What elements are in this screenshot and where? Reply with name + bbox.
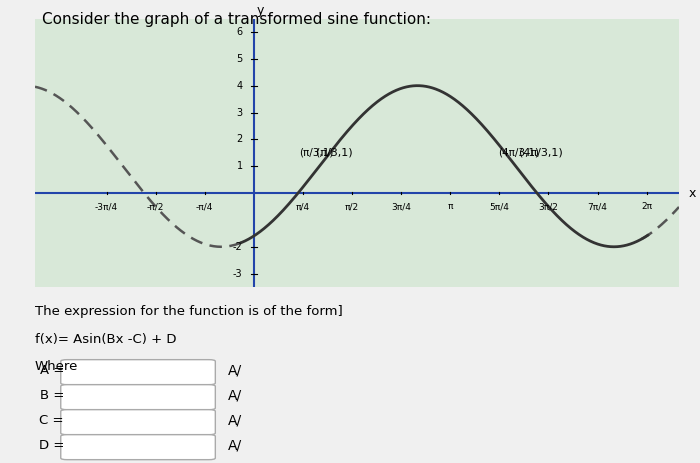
Text: 2π: 2π bbox=[641, 202, 652, 212]
Text: f(x)= Asin(Bx -C) + D: f(x)= Asin(Bx -C) + D bbox=[35, 333, 176, 346]
Text: The expression for the function is of the form]: The expression for the function is of th… bbox=[35, 305, 343, 318]
Text: Consider the graph of a transformed sine function:: Consider the graph of a transformed sine… bbox=[42, 12, 431, 26]
Text: A/: A/ bbox=[228, 388, 242, 402]
Text: -π/2: -π/2 bbox=[147, 202, 164, 212]
Text: A =: A = bbox=[40, 364, 64, 377]
Text: (4π/3,1): (4π/3,1) bbox=[519, 148, 563, 157]
Text: 3: 3 bbox=[237, 107, 243, 118]
Text: x: x bbox=[688, 187, 696, 200]
Text: (π/3,1): (π/3,1) bbox=[299, 148, 333, 157]
Text: (π/3,1): (π/3,1) bbox=[316, 148, 353, 157]
Text: B =: B = bbox=[40, 389, 64, 402]
Text: π: π bbox=[447, 202, 453, 212]
Text: Where: Where bbox=[35, 360, 78, 373]
Text: -3π/4: -3π/4 bbox=[95, 202, 118, 212]
Text: A/: A/ bbox=[228, 438, 242, 452]
FancyBboxPatch shape bbox=[61, 385, 216, 410]
Text: 4: 4 bbox=[237, 81, 243, 91]
Text: y: y bbox=[256, 5, 264, 18]
Text: (4π/3,1): (4π/3,1) bbox=[498, 148, 540, 157]
Text: 1: 1 bbox=[237, 161, 243, 171]
Text: -2: -2 bbox=[233, 242, 243, 252]
Text: A/: A/ bbox=[228, 413, 242, 427]
Text: -π/4: -π/4 bbox=[196, 202, 214, 212]
Text: D =: D = bbox=[38, 439, 64, 452]
FancyBboxPatch shape bbox=[61, 410, 216, 435]
Text: A/: A/ bbox=[228, 363, 242, 377]
Text: 3π/2: 3π/2 bbox=[538, 202, 559, 212]
FancyBboxPatch shape bbox=[61, 360, 216, 385]
Text: 2: 2 bbox=[237, 134, 243, 144]
FancyBboxPatch shape bbox=[61, 435, 216, 460]
Text: 5π/4: 5π/4 bbox=[489, 202, 510, 212]
Text: C =: C = bbox=[39, 414, 64, 427]
Text: π/2: π/2 bbox=[345, 202, 359, 212]
Text: 5: 5 bbox=[237, 54, 243, 64]
Text: π/4: π/4 bbox=[296, 202, 310, 212]
Text: 7π/4: 7π/4 bbox=[587, 202, 608, 212]
Text: -3: -3 bbox=[233, 269, 243, 279]
Text: 3π/4: 3π/4 bbox=[391, 202, 411, 212]
Text: 6: 6 bbox=[237, 27, 243, 37]
